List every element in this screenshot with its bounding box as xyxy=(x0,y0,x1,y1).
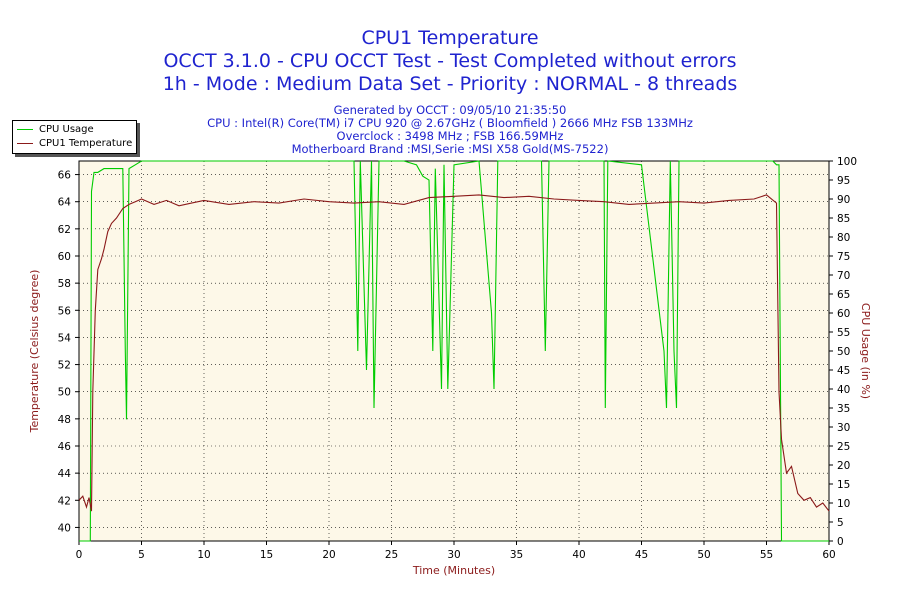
y-left-tick-label: 56 xyxy=(58,305,72,317)
legend-label-cpu-usage: CPU Usage xyxy=(39,124,94,135)
y-right-tick-label: 40 xyxy=(837,384,850,396)
y-right-tick-label: 70 xyxy=(837,270,850,282)
info-overclock: Overclock : 3498 MHz ; FSB 166.59MHz xyxy=(336,129,564,143)
x-tick-label: 35 xyxy=(510,549,523,561)
y-right-tick-label: 10 xyxy=(837,498,850,510)
info-cpu: CPU : Intel(R) Core(TM) i7 CPU 920 @ 2.6… xyxy=(207,116,693,130)
y-left-tick-label: 40 xyxy=(58,522,71,534)
y-right-tick-label: 90 xyxy=(837,194,850,206)
y-right-tick-label: 100 xyxy=(837,156,857,168)
y-right-tick-label: 35 xyxy=(837,403,850,415)
x-tick-label: 25 xyxy=(385,549,398,561)
y-left-axis-title: Temperature (Celsius degree) xyxy=(28,270,41,434)
x-tick-label: 40 xyxy=(572,549,585,561)
chart-legend: CPU Usage CPU1 Temperature xyxy=(12,120,137,154)
legend-label-cpu1-temperature: CPU1 Temperature xyxy=(39,138,133,149)
y-left-tick-label: 48 xyxy=(58,414,71,426)
y-left-tick-label: 42 xyxy=(58,495,71,507)
y-left-tick-label: 60 xyxy=(58,251,71,263)
cpu1-temperature-line xyxy=(78,194,830,512)
y-left-tick-label: 44 xyxy=(58,468,72,480)
y-right-tick-label: 45 xyxy=(837,365,850,377)
y-left-tick-label: 46 xyxy=(58,441,72,453)
y-right-tick-label: 20 xyxy=(837,460,850,472)
y-right-tick-label: 80 xyxy=(837,232,850,244)
y-right-tick-label: 25 xyxy=(837,441,850,453)
x-tick-label: 50 xyxy=(697,549,710,561)
y-left-tick-label: 66 xyxy=(58,170,72,182)
x-tick-label: 55 xyxy=(760,549,773,561)
x-tick-label: 20 xyxy=(322,549,335,561)
y-left-tick-label: 62 xyxy=(58,224,71,236)
x-tick-label: 0 xyxy=(76,549,83,561)
legend-swatch-cpu-usage xyxy=(17,129,33,130)
chart-subtitle-2: 1h - Mode : Medium Data Set - Priority :… xyxy=(162,73,738,95)
chart-title: CPU1 Temperature xyxy=(361,27,539,49)
y-right-tick-label: 5 xyxy=(837,517,844,529)
chart-subtitle-1: OCCT 3.1.0 - CPU OCCT Test - Test Comple… xyxy=(163,50,737,72)
y-right-axis-title: CPU Usage (in %) xyxy=(859,303,872,399)
y-left-tick-label: 54 xyxy=(58,332,72,344)
x-tick-label: 10 xyxy=(197,549,210,561)
y-right-tick-label: 75 xyxy=(837,251,850,263)
cpu-usage-line xyxy=(79,160,829,542)
legend-item-cpu1-temperature: CPU1 Temperature xyxy=(17,138,132,149)
x-tick-label: 30 xyxy=(447,549,460,561)
info-motherboard: Motherboard Brand :MSI,Serie :MSI X58 Go… xyxy=(291,142,609,156)
legend-swatch-cpu1-temperature xyxy=(17,143,33,144)
y-left-tick-label: 52 xyxy=(58,360,71,372)
y-left-tick-label: 58 xyxy=(58,278,71,290)
y-left-tick-label: 50 xyxy=(58,387,71,399)
y-right-tick-label: 85 xyxy=(837,213,850,225)
y-right-tick-label: 65 xyxy=(837,289,850,301)
y-right-tick-label: 0 xyxy=(837,536,844,548)
y-right-tick-label: 30 xyxy=(837,422,850,434)
x-tick-label: 60 xyxy=(822,549,835,561)
y-right-tick-label: 15 xyxy=(837,479,850,491)
y-right-tick-label: 60 xyxy=(837,308,850,320)
x-tick-label: 15 xyxy=(260,549,273,561)
legend-item-cpu-usage: CPU Usage xyxy=(17,124,94,135)
x-tick-label: 5 xyxy=(138,549,145,561)
x-axis-title: Time (Minutes) xyxy=(412,564,495,577)
y-right-tick-label: 95 xyxy=(837,175,850,187)
y-right-tick-label: 50 xyxy=(837,346,850,358)
info-generated: Generated by OCCT : 09/05/10 21:35:50 xyxy=(333,103,567,117)
y-right-tick-label: 55 xyxy=(837,327,850,339)
x-tick-label: 45 xyxy=(635,549,648,561)
y-left-tick-label: 64 xyxy=(58,197,72,209)
